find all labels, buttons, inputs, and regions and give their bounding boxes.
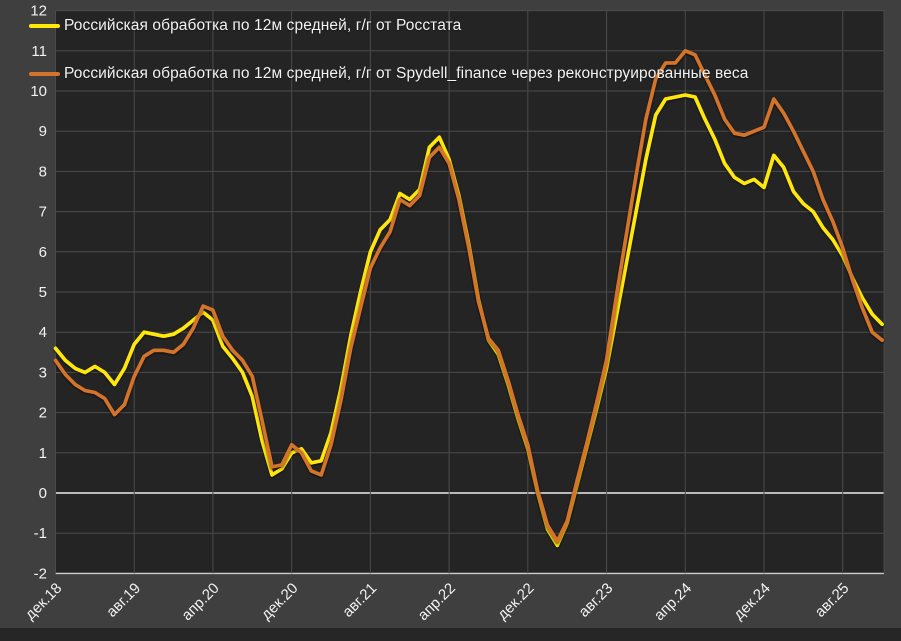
y-tick-label: 12 [30, 3, 47, 20]
legend-swatch-rosstat [29, 24, 60, 28]
y-tick-label: 10 [30, 83, 47, 100]
y-tick-label: 4 [39, 324, 47, 341]
y-tick-label: -1 [34, 525, 47, 542]
legend-swatch-spydell [29, 72, 60, 76]
y-tick-label: 9 [39, 123, 47, 140]
legend-label-spydell: Российская обработка по 12м средней, г/г… [64, 65, 749, 82]
y-tick-label: 3 [39, 364, 47, 381]
spydell-series-line [53, 49, 884, 543]
gridlines [55, 10, 885, 575]
y-tick-label: 5 [39, 284, 47, 301]
bottom-strip [0, 628, 901, 641]
legend-item-spydell: Российская обработка по 12м средней, г/г… [29, 65, 749, 83]
y-tick-label: -2 [34, 565, 47, 582]
y-tick-label: 6 [39, 244, 47, 261]
y-tick-label: 11 [31, 43, 47, 60]
y-tick-label: 0 [39, 485, 47, 502]
legend-label-rosstat: Российская обработка по 12м средней, г/г… [64, 17, 462, 34]
y-tick-label: 1 [39, 445, 47, 462]
y-tick-label: 7 [39, 204, 47, 221]
y-tick-label: 8 [39, 163, 47, 180]
y-tick-label: 2 [39, 405, 47, 422]
legend-item-rosstat: Российская обработка по 12м средней, г/г… [29, 17, 461, 35]
